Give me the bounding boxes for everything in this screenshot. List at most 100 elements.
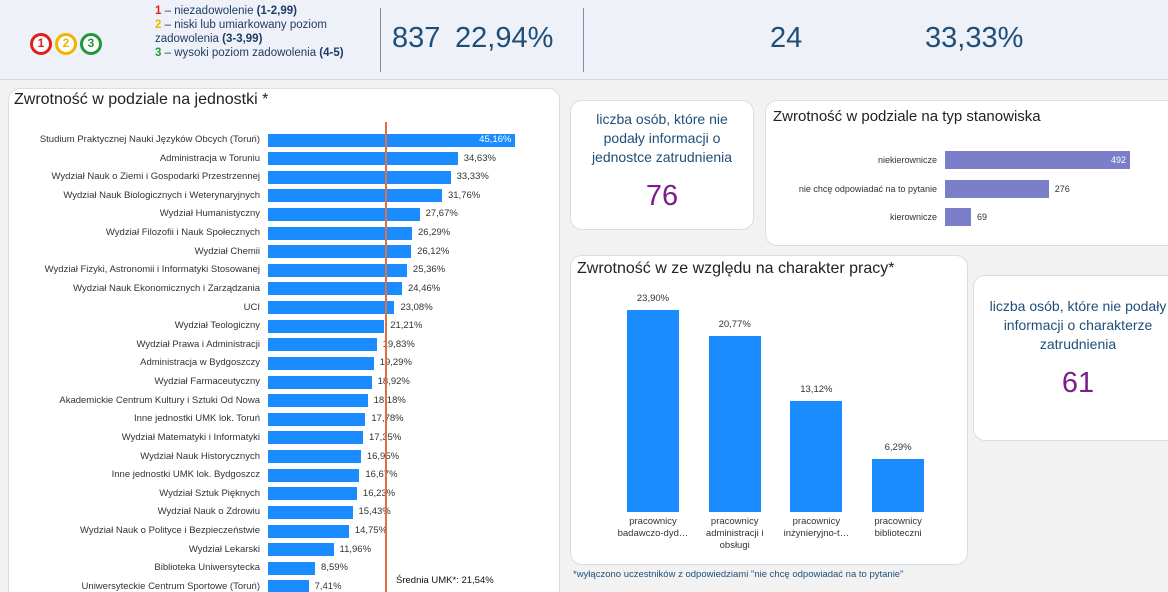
value-label: 19,29% [379, 357, 412, 369]
value-label: 33,33% [456, 171, 489, 183]
kpi: 24 [770, 22, 803, 54]
bar [268, 319, 385, 333]
value-label: 18,18% [373, 394, 406, 406]
category-label: Studium Praktycznej Nauki Języków Obcych… [39, 134, 260, 145]
chart-title: Zwrotność w podziale na jednostki * [14, 91, 269, 108]
category-label: Akademickie Centrum Kultury i Sztuki Od … [59, 394, 260, 406]
bar [268, 543, 334, 557]
bar [268, 412, 366, 426]
bar [268, 170, 451, 184]
divider [380, 8, 381, 72]
header-band [0, 0, 1168, 80]
bar [268, 301, 395, 315]
divider [583, 8, 584, 72]
category-label: Wydział Nauk Historycznych [140, 450, 260, 462]
value-label: 19,83% [382, 338, 415, 350]
bar [268, 263, 407, 277]
bar [268, 375, 372, 389]
legend-range: (3-3,99) [222, 33, 263, 45]
legend-number: 2 [155, 19, 162, 31]
bar [268, 189, 442, 203]
bar [268, 487, 357, 501]
bar [268, 524, 349, 538]
category-label: Wydział Filozofii i Nauk Społecznych [105, 227, 260, 239]
category-label: Wydział Matematyki i Informatyki [121, 431, 260, 443]
legend-label: – niezadowolenie [161, 5, 257, 17]
bar [268, 561, 316, 575]
value-label: 27,67% [425, 208, 458, 220]
legend-range: (1-2,99) [256, 5, 297, 17]
bar [268, 356, 374, 370]
value-label: 16,95% [366, 450, 400, 462]
value-label: 25,36% [412, 264, 446, 276]
value-label: 34,63% [463, 152, 496, 164]
category-label: Wydział Sztuk Pięknych [159, 487, 260, 499]
bar [268, 338, 377, 352]
chart-title: Zwrotność w podziale na typ stanowiska [773, 108, 1041, 125]
bar [268, 133, 516, 147]
badge: 3 [80, 33, 102, 55]
value-label: 13,12% [800, 384, 833, 396]
bar [872, 458, 925, 512]
value-label: 21,21% [390, 320, 423, 332]
bar [268, 580, 309, 592]
category-label: Wydział Farmaceutyczny [154, 376, 261, 388]
bar [268, 226, 413, 240]
category-label: Uniwersyteckie Centrum Sportowe (Toruń) [81, 580, 260, 592]
value-label: 23,90% [636, 292, 670, 304]
category-label: Biblioteka Uniwersytecka [154, 562, 260, 574]
bar [708, 336, 761, 512]
bar [268, 152, 458, 166]
kpi: 22,94% [455, 22, 554, 54]
card-text: liczba osób, które nie podały informacji… [989, 298, 1167, 352]
category-label: Wydział Nauk Biologicznych i Weterynaryj… [63, 189, 260, 201]
card-value: 76 [645, 180, 679, 212]
bar [268, 450, 361, 464]
value-label: 20,77% [718, 319, 751, 331]
badge: 2 [55, 33, 77, 55]
chart-title: Zwrotność w ze względu na charakter prac… [577, 260, 895, 277]
value-label: 24,46% [407, 282, 441, 294]
value-label: 23,08% [400, 301, 433, 313]
legend-label: – wysoki poziom zadowolenia [161, 47, 320, 59]
category-label: Wydział Nauk o Ziemi i Gospodarki Przest… [51, 171, 260, 183]
category-label: UCI [243, 301, 260, 313]
bar [268, 468, 360, 482]
reference-label: Średnia UMK*: 21,54% [396, 575, 494, 586]
bar [268, 245, 412, 259]
legend-item: 1 – niezadowolenie (1-2,99) [155, 4, 375, 18]
category-label: Inne jednostki UMK lok. Bydgoszcz [111, 469, 260, 481]
bar [268, 282, 402, 296]
legend-item: 2 – niski lub umiarkowany poziom zadowol… [155, 18, 375, 46]
bar [268, 394, 368, 408]
category-label: Wydział Nauk o Polityce i Bezpieczeństwi… [80, 525, 260, 537]
value-label: 16,23% [362, 487, 396, 499]
category-label: Administracja w Toruniu [159, 152, 260, 164]
bar [945, 151, 1130, 169]
value-label: 17,78% [371, 413, 404, 425]
value-label: 15,43% [358, 506, 391, 518]
bar [945, 208, 971, 226]
bar [268, 505, 353, 519]
category-label: kierownicze [889, 212, 937, 222]
category-label: Wydział Nauk o Zdrowiu [157, 506, 260, 518]
card-text: liczba osób, które nie podały informacji… [591, 111, 733, 165]
value-label: 6,29% [884, 441, 912, 453]
category-label: Wydział Teologiczny [174, 320, 260, 332]
value-label: 45,16% [479, 134, 512, 145]
bar [945, 179, 1049, 198]
category-label: pracownicy administracji i obsługi [705, 516, 764, 551]
value-label: 18,92% [377, 376, 410, 388]
value-label: 69 [976, 212, 987, 222]
category-label: Wydział Nauk Ekonomicznych i Zarządzania [73, 282, 260, 294]
bar [627, 309, 679, 512]
bar [268, 207, 420, 221]
legend-number: 1 [155, 5, 162, 17]
category-label: Wydział Lekarski [188, 543, 260, 555]
category-label: Inne jednostki UMK lok. Toruń [133, 413, 260, 425]
value-label: 11,96% [339, 543, 372, 555]
kpi: 33,33% [925, 22, 1024, 54]
value-label: 276 [1054, 183, 1070, 194]
legend-label: – niski lub umiarkowany poziom zadowolen… [155, 19, 327, 45]
